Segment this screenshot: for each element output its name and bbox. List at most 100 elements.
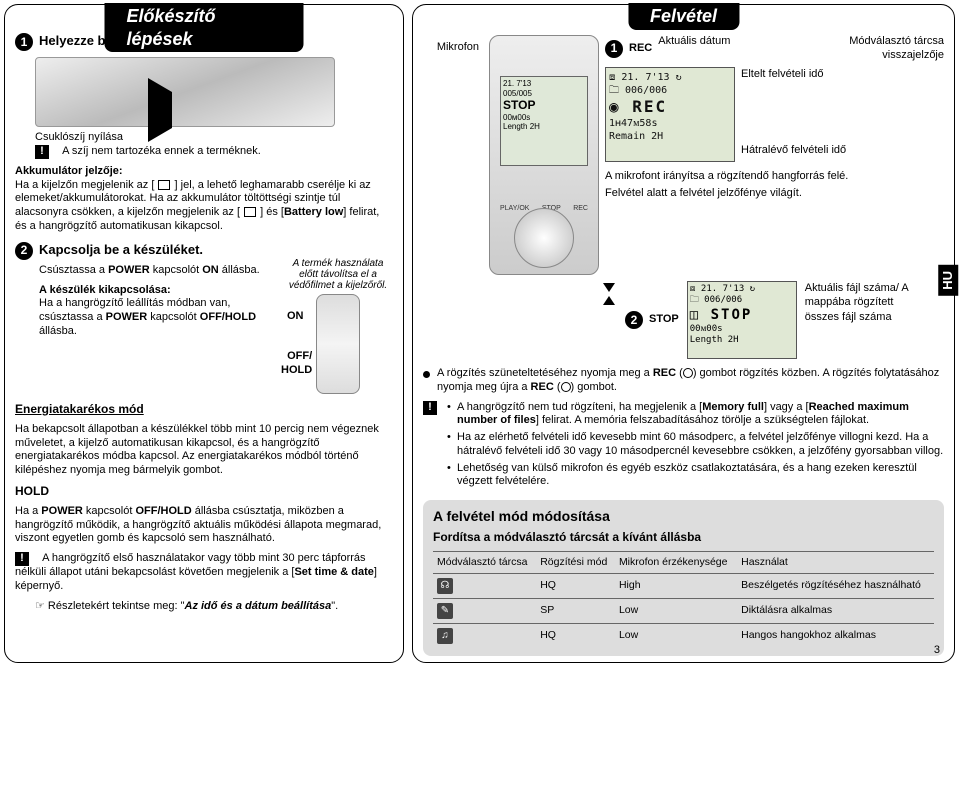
- lcd2-3: ◫ STOP: [690, 307, 794, 325]
- poweron-e: állásba.: [219, 264, 260, 276]
- arrow-down-icon: [603, 283, 615, 292]
- hold-title: HOLD: [15, 484, 393, 499]
- w1c: ] vagy a [: [764, 401, 809, 413]
- dial-icon-2: ✎: [437, 603, 453, 619]
- lcd2-2: 🗀 006/006: [690, 295, 794, 306]
- lcd-stop: ⧈ 21. 7'13 ↻ 🗀 006/006 ◫ STOP 00ᴍ00s Len…: [687, 281, 797, 359]
- poweron-b: POWER: [108, 264, 150, 276]
- lcd2-5: Length 2H: [690, 335, 794, 346]
- btn-playok: PLAY/OK: [500, 205, 529, 214]
- pause-note-item: A rögzítés szüneteltetéséhez nyomja meg …: [423, 367, 944, 395]
- p-a: A rögzítés szüneteltetéséhez nyomja meg …: [437, 367, 653, 379]
- fu-b: Set time & date: [294, 566, 373, 578]
- p-e: ) gombot.: [571, 381, 617, 393]
- ref-c: ".: [331, 600, 338, 612]
- recording-top-row: Mikrofon 21. 7'13 005/005 STOP 00ᴍ00s Le…: [423, 35, 944, 275]
- poweron-c: kapcsolót: [150, 264, 203, 276]
- step-2-title: Kapcsolja be a készüléket.: [39, 242, 393, 258]
- switch-illustration: A termék használata előtt távolítsa el a…: [283, 258, 393, 394]
- lcd1-4: 1ʜ47ᴍ58s: [609, 117, 731, 130]
- off-d: OFF/HOLD: [200, 311, 256, 323]
- lcd2-1: ⧈ 21. 7'13 ↻: [690, 284, 794, 295]
- reference-line: ☞ Részletekért tekintse meg: "Az idő és …: [35, 600, 393, 614]
- dial-icon-1: ☊: [437, 578, 453, 594]
- battery-low-label: Battery low: [284, 206, 343, 218]
- power-off-title: A készülék kikapcsolása:: [39, 284, 171, 296]
- w1b: Memory full: [702, 401, 764, 413]
- lang-tab: HU: [938, 265, 958, 296]
- callout-elapsed: Eltelt felvételi idő: [741, 67, 944, 81]
- switch-on-label: ON: [287, 310, 304, 324]
- hold-c: kapcsolót: [83, 505, 136, 517]
- switch-off-label: OFF/ HOLD: [281, 350, 312, 378]
- mode-title: A felvétel mód módosítása: [433, 508, 934, 526]
- mode-h2: Rögzítési mód: [536, 551, 615, 573]
- r2-sens: Low: [615, 598, 737, 623]
- rec-info-block: 1 REC Aktuális dátum Módválasztó tárcsa …: [605, 35, 944, 275]
- r3-use: Hangos hangokhoz alkalmas: [737, 623, 934, 648]
- arrow-up-icon: [603, 296, 615, 305]
- hold-body: Ha a POWER kapcsolót OFF/HOLD állásba cs…: [15, 505, 393, 546]
- dial-icon-3: ♫: [437, 628, 453, 644]
- energy-body: Ha bekapcsolt állapotban a készülékkel t…: [15, 423, 393, 478]
- battery-illustration: [35, 57, 335, 127]
- lcd1-5: Remain 2H: [609, 130, 731, 143]
- step-1-badge: 1: [15, 33, 33, 51]
- ds5: Length 2H: [503, 122, 585, 132]
- warning-icon-2: !: [15, 552, 29, 566]
- off-c: kapcsolót: [147, 311, 200, 323]
- device-screen: 21. 7'13 005/005 STOP 00ᴍ00s Length 2H: [500, 76, 588, 166]
- switch-caption: A termék használata előtt távolítsa el a…: [283, 258, 393, 291]
- warn-2: Ha az elérhető felvételi idő kevesebb mi…: [447, 431, 944, 459]
- poweron-d: ON: [202, 264, 219, 276]
- stop-row: 2 STOP ⧈ 21. 7'13 ↻ 🗀 006/006 ◫ STOP 00ᴍ…: [423, 281, 944, 359]
- r3-mode: HQ: [536, 623, 615, 648]
- callout-aim: A mikrofont irányítsa a rögzítendő hangf…: [605, 170, 944, 184]
- battery-block: Akkumulátor jelzője: Ha a kijelzőn megje…: [15, 165, 393, 234]
- strap-note: ! A szíj nem tartozéka ennek a terméknek…: [35, 145, 393, 159]
- mic-label-box: Mikrofon: [423, 35, 483, 275]
- callout-date: Aktuális dátum: [658, 35, 730, 63]
- off-b: POWER: [106, 311, 148, 323]
- lcd1-3: ◉ REC: [609, 97, 731, 118]
- mic-label: Mikrofon: [423, 41, 483, 55]
- ds3: STOP: [503, 98, 585, 112]
- mode-box: A felvétel mód módosítása Fordítsa a mód…: [423, 500, 944, 656]
- stop-step-badge: 2: [625, 311, 643, 329]
- r1-sens: High: [615, 573, 737, 598]
- power-switch-graphic: ON OFF/ HOLD: [316, 294, 360, 394]
- device-wheel: [514, 208, 574, 268]
- battery-low-icon: [244, 207, 256, 217]
- warning-icon-3: !: [423, 401, 437, 415]
- rec-circle-icon-1: [683, 368, 693, 378]
- right-panel-title: Felvétel: [628, 3, 739, 30]
- callout-dial: Módválasztó tárcsa visszajelzője: [834, 35, 944, 63]
- mode-h1: Módválasztó tárcsa: [433, 551, 536, 573]
- rec-circle-icon-2: [561, 382, 571, 392]
- lcd-rec: ⧈ 21. 7'13 ↻ 🗀 006/006 ◉ REC 1ʜ47ᴍ58s Re…: [605, 67, 735, 162]
- battery-text-1: Ha a kijelzőn megjelenik az [: [15, 179, 154, 191]
- p-rec1: REC: [653, 367, 676, 379]
- mode-sub: Fordítsa a módválasztó tárcsát a kívánt …: [433, 530, 934, 545]
- step-2-badge: 2: [15, 242, 33, 260]
- p-b: (: [676, 367, 683, 379]
- r2-use: Diktálásra alkalmas: [737, 598, 934, 623]
- r3-sens: Low: [615, 623, 737, 648]
- ds1: 21. 7'13: [503, 79, 585, 89]
- rec-step-badge: 1: [605, 40, 623, 58]
- energy-title: Energiatakarékos mód: [15, 402, 393, 417]
- warn-1: A hangrögzítő nem tud rögzíteni, ha megj…: [447, 401, 944, 429]
- page-number: 3: [934, 644, 940, 658]
- w1a: A hangrögzítő nem tud rögzíteni, ha megj…: [457, 401, 702, 413]
- step-2: 2 Kapcsolja be a készüléket. A termék ha…: [15, 242, 393, 394]
- stop-arrows: [601, 281, 617, 359]
- battery-empty-icon: [158, 180, 170, 190]
- ref-a: ☞ Részletekért tekintse meg: ": [35, 600, 185, 612]
- battery-text-3: ] és [: [260, 206, 284, 218]
- lcd2-4: 00ᴍ00s: [690, 324, 794, 335]
- warn-3: Lehetőség van külső mikrofon és egyéb es…: [447, 462, 944, 490]
- strap-note-text: A szíj nem tartozéka ennek a terméknek.: [62, 145, 261, 157]
- stop-step-label: STOP: [649, 313, 679, 327]
- hold-b: POWER: [41, 505, 83, 517]
- left-panel-title: Előkészítő lépések: [105, 3, 304, 52]
